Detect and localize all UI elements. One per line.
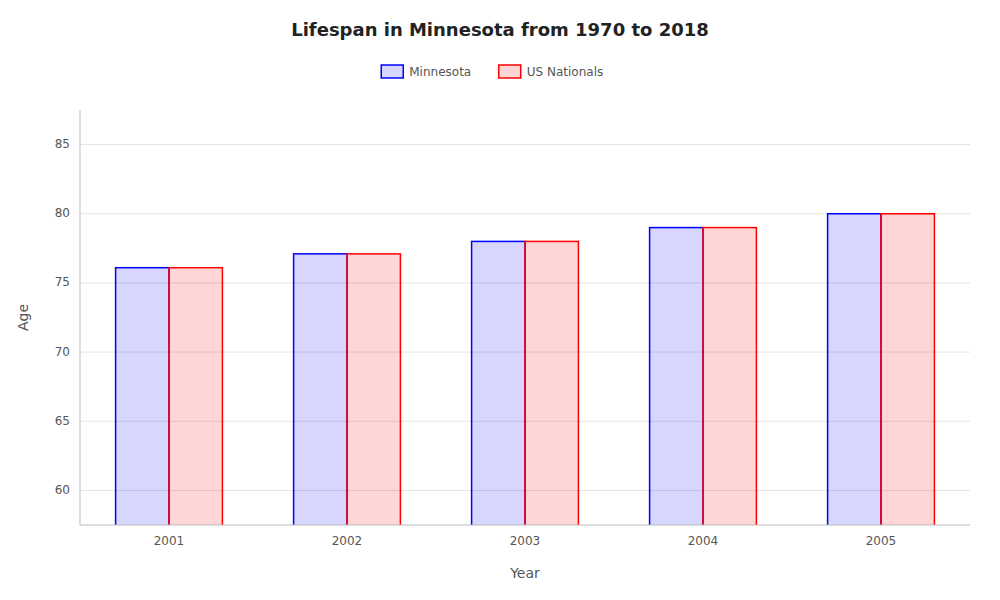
chart-svg: 60 65 70 75 80 85 2001 2002 2003 2004 2005 Lifespan… [0, 0, 1000, 600]
bar [650, 228, 703, 525]
legend-label: Minnesota [409, 65, 471, 79]
bar [828, 214, 881, 525]
x-tick-label: 2003 [510, 534, 541, 548]
y-tick-label: 70 [55, 345, 70, 359]
bar [703, 228, 756, 525]
grid-line [80, 144, 970, 145]
bars [116, 214, 935, 525]
bar [169, 268, 222, 525]
legend-swatch [499, 65, 521, 78]
legend-label: US Nationals [527, 65, 603, 79]
x-tick-label: 2004 [688, 534, 719, 548]
x-tick-label: 2001 [154, 534, 185, 548]
legend-swatch [381, 65, 403, 78]
y-tick-label: 60 [55, 483, 70, 497]
bar [294, 254, 347, 525]
legend: Minnesota US Nationals [381, 65, 603, 79]
y-axis-line [80, 110, 81, 525]
chart-container: 60 65 70 75 80 85 2001 2002 2003 2004 2005 Lifespan… [0, 0, 1000, 600]
x-tick-label: 2002 [332, 534, 363, 548]
y-tick-label: 85 [55, 137, 70, 151]
y-tick-label: 75 [55, 275, 70, 289]
y-tick-label: 80 [55, 206, 70, 220]
x-axis-line [80, 525, 970, 526]
x-tick-label: 2005 [866, 534, 897, 548]
y-axis-label: Age [15, 304, 31, 331]
bar [347, 254, 400, 525]
bar [881, 214, 934, 525]
x-axis-label: Year [509, 565, 540, 581]
y-tick-label: 65 [55, 414, 70, 428]
bar [472, 241, 525, 525]
title: Lifespan in Minnesota from 1970 to 2018 [291, 19, 709, 40]
bar [116, 268, 169, 525]
bar [525, 241, 578, 525]
